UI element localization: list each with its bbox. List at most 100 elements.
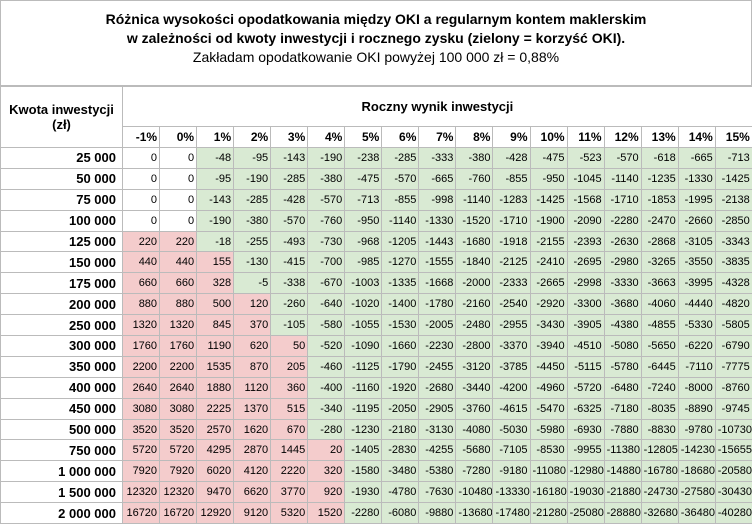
column-header: 1% bbox=[196, 126, 235, 148]
cell: -18 bbox=[196, 230, 235, 253]
cell: -3940 bbox=[529, 335, 568, 357]
cell: -998 bbox=[418, 188, 457, 211]
cell: 1370 bbox=[233, 397, 272, 420]
cell: 16720 bbox=[159, 502, 198, 525]
cell: -6930 bbox=[566, 418, 605, 441]
row-label: 150 000 bbox=[0, 251, 123, 274]
row-label: 1 500 000 bbox=[0, 481, 123, 504]
cell: -2230 bbox=[418, 335, 457, 357]
cell: 16720 bbox=[121, 502, 161, 525]
cell: -5470 bbox=[529, 397, 568, 420]
column-header: 2% bbox=[233, 126, 272, 148]
cell: -2660 bbox=[677, 209, 716, 232]
cell: 870 bbox=[233, 355, 272, 378]
cell: -9955 bbox=[566, 439, 605, 462]
cell: -713 bbox=[714, 147, 752, 169]
cell: -6445 bbox=[640, 355, 679, 378]
cell: -1090 bbox=[344, 335, 383, 357]
cell: -9880 bbox=[418, 502, 457, 525]
cell: -3300 bbox=[566, 293, 605, 316]
cell: -2455 bbox=[418, 355, 457, 378]
row-label: 50 000 bbox=[0, 167, 123, 190]
title: w zależności od kwoty inwestycji i roczn… bbox=[126, 30, 626, 46]
cell: -1930 bbox=[344, 481, 383, 504]
cell: -1125 bbox=[344, 355, 383, 378]
row-label: 350 000 bbox=[0, 355, 123, 378]
cell: -2630 bbox=[603, 230, 642, 253]
cell: -520 bbox=[307, 335, 346, 357]
cell: -570 bbox=[270, 209, 309, 232]
cell: -493 bbox=[270, 230, 309, 253]
cell: -25080 bbox=[566, 502, 605, 525]
cell: -7180 bbox=[603, 397, 642, 420]
cell: -11080 bbox=[529, 460, 568, 483]
cell: -2695 bbox=[566, 251, 605, 274]
cell: -8760 bbox=[714, 376, 752, 399]
cell: -1283 bbox=[492, 188, 531, 211]
cell: -24730 bbox=[640, 481, 679, 504]
cell: 2200 bbox=[159, 355, 198, 378]
cell: -15655 bbox=[714, 439, 752, 462]
cell: -5380 bbox=[418, 460, 457, 483]
cell: -1995 bbox=[677, 188, 716, 211]
cell: -21280 bbox=[529, 502, 568, 525]
cell: -238 bbox=[344, 147, 383, 169]
cell: -415 bbox=[270, 251, 309, 274]
cell: -9745 bbox=[714, 397, 752, 420]
cell: -5 bbox=[233, 272, 272, 295]
cell: -21880 bbox=[603, 481, 642, 504]
cell: -36480 bbox=[677, 502, 716, 525]
cell: 2570 bbox=[196, 418, 235, 441]
title: Różnica wysokości opodatkowania między O… bbox=[105, 11, 647, 27]
cell: 1320 bbox=[121, 314, 161, 337]
cell: -285 bbox=[233, 188, 272, 211]
cell: -618 bbox=[640, 147, 679, 169]
cell: 920 bbox=[307, 481, 346, 504]
cell: -14880 bbox=[603, 460, 642, 483]
row-header: Kwota inwestycji (zł) bbox=[0, 86, 123, 148]
cell: -2180 bbox=[381, 418, 420, 441]
cell: 440 bbox=[159, 251, 198, 274]
column-header: 13% bbox=[640, 126, 679, 148]
row-label: 2 000 000 bbox=[0, 502, 123, 525]
cell: -2905 bbox=[418, 397, 457, 420]
cell: -8035 bbox=[640, 397, 679, 420]
cell: -1918 bbox=[492, 230, 531, 253]
row: 1 000 000 7920 7920 6020 4120 2220 320 -1580 -34… bbox=[0, 460, 752, 483]
cell: 1880 bbox=[196, 376, 235, 399]
cell: -8530 bbox=[529, 439, 568, 462]
row: 100 000 0 0 -190 -380 -570 -760 -950 -1140 -1330-… bbox=[0, 209, 752, 232]
cell: 2640 bbox=[121, 376, 161, 399]
cell: -428 bbox=[492, 147, 531, 169]
cell: -32680 bbox=[640, 502, 679, 525]
cell: 880 bbox=[159, 293, 198, 316]
cell: -105 bbox=[270, 314, 309, 337]
cell: -570 bbox=[603, 147, 642, 169]
cell: 1620 bbox=[233, 418, 272, 441]
cell: 440 bbox=[121, 251, 161, 274]
column-header: 6% bbox=[381, 126, 420, 148]
cell: -12805 bbox=[640, 439, 679, 462]
cell: -7630 bbox=[418, 481, 457, 504]
cell: 9120 bbox=[233, 502, 272, 525]
cell: -95 bbox=[233, 147, 272, 169]
cell: -1853 bbox=[640, 188, 679, 211]
cell: -3440 bbox=[455, 376, 494, 399]
cell: -665 bbox=[418, 167, 457, 190]
row-label: 250 000 bbox=[0, 314, 123, 337]
cell: 120 bbox=[233, 293, 272, 316]
cell: -1668 bbox=[418, 272, 457, 295]
cell: -1425 bbox=[529, 188, 568, 211]
cell: -380 bbox=[455, 147, 494, 169]
cell: -968 bbox=[344, 230, 383, 253]
cell: -3835 bbox=[714, 251, 752, 274]
cell: -950 bbox=[529, 167, 568, 190]
cell: -3265 bbox=[640, 251, 679, 274]
row-label: 300 000 bbox=[0, 335, 123, 357]
cell: -1140 bbox=[603, 167, 642, 190]
cell: -1568 bbox=[566, 188, 605, 211]
cell: -2280 bbox=[344, 502, 383, 525]
row-label: 450 000 bbox=[0, 397, 123, 420]
cell: 0 bbox=[159, 167, 198, 190]
cell: -2470 bbox=[640, 209, 679, 232]
